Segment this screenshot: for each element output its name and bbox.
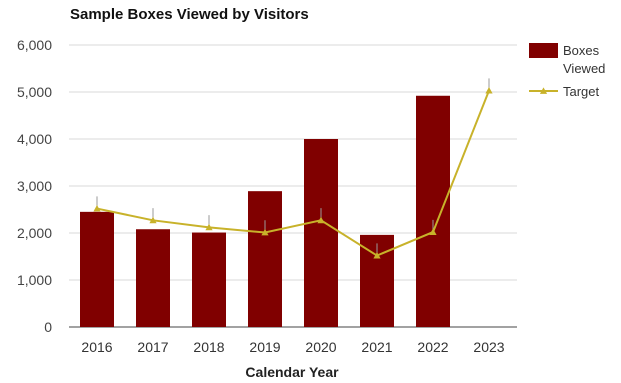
x-tick-label: 2021 — [361, 339, 392, 355]
legend-swatch-boxes-viewed — [529, 43, 558, 58]
x-tick-label: 2016 — [81, 339, 112, 355]
x-tick-label: 2020 — [305, 339, 336, 355]
bar-boxes-viewed — [136, 229, 170, 327]
point-target — [317, 216, 325, 224]
legend-swatch-target-marker — [539, 87, 548, 94]
point-target — [93, 204, 101, 212]
x-tick-label: 2017 — [137, 339, 168, 355]
line-target — [96, 90, 490, 257]
y-tick-label: 5,000 — [17, 84, 52, 100]
point-target — [261, 228, 269, 236]
x-tick-label: 2018 — [193, 339, 224, 355]
y-tick-label: 0 — [44, 319, 52, 335]
point-target — [485, 86, 493, 94]
line-layer — [93, 78, 493, 259]
bar-layer — [80, 95, 450, 327]
legend-label-boxes-viewed-line1: Boxes — [563, 43, 600, 58]
axis-layer: 0 1,000 2,000 3,000 4,000 5,000 6,000 2016 2017 2… — [17, 37, 505, 355]
point-target — [205, 223, 213, 231]
legend-label-boxes-viewed-line2: Viewed — [563, 61, 605, 76]
legend-label-target: Target — [563, 84, 600, 99]
y-tick-label: 3,000 — [17, 178, 52, 194]
x-tick-label: 2019 — [249, 339, 280, 355]
x-axis-title: Calendar Year — [245, 364, 339, 380]
y-tick-label: 2,000 — [17, 225, 52, 241]
x-tick-label: 2022 — [417, 339, 448, 355]
y-tick-label: 4,000 — [17, 131, 52, 147]
bar-boxes-viewed — [304, 139, 338, 327]
bar-boxes-viewed — [80, 211, 114, 327]
bar-boxes-viewed — [248, 191, 282, 327]
point-target — [429, 228, 437, 235]
legend[interactable]: Boxes Viewed Target — [529, 43, 605, 99]
chart-title: Sample Boxes Viewed by Visitors — [70, 6, 309, 23]
point-target — [373, 251, 381, 259]
y-tick-label: 1,000 — [17, 272, 52, 288]
x-tick-label: 2023 — [473, 339, 504, 355]
y-tick-label: 6,000 — [17, 37, 52, 53]
bar-boxes-viewed — [192, 232, 226, 327]
bar-boxes-viewed — [416, 95, 450, 327]
point-target — [149, 216, 157, 224]
